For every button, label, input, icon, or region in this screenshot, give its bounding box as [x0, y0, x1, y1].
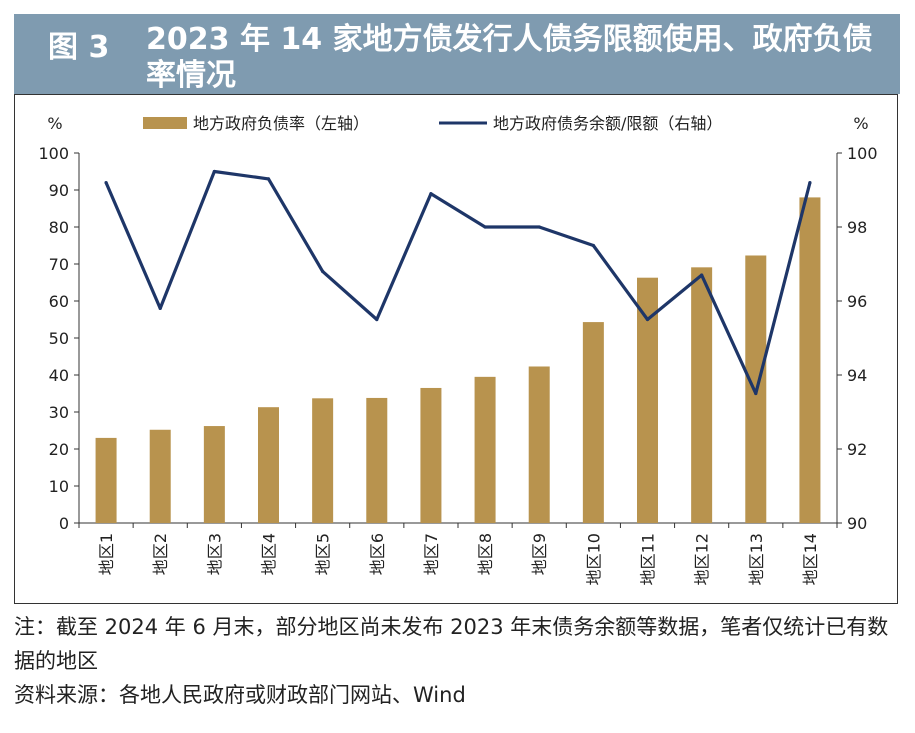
bar	[420, 387, 442, 523]
bar	[95, 437, 117, 523]
line-point	[808, 181, 812, 185]
x-tick-label: 地区3	[205, 533, 224, 575]
left-axis-unit: %	[47, 114, 62, 133]
x-tick-label: 地区5	[314, 533, 333, 575]
bar	[691, 267, 713, 523]
legend-bar-label: 地方政府负债率（左轴）	[193, 114, 369, 133]
left-tick-label: 50	[49, 329, 69, 348]
line-point	[700, 273, 704, 277]
source-note: 资料来源：各地人民政府或财政部门网站、Wind	[14, 683, 466, 707]
line-point	[321, 269, 325, 273]
bar	[203, 426, 225, 523]
line-point	[754, 391, 758, 396]
x-tick-label: 地区10	[584, 533, 603, 585]
footnote: 注：截至 2024 年 6 月末，部分地区尚未发布 2023 年末债务余额等数据…	[14, 615, 889, 673]
right-tick-label: 98	[847, 218, 867, 237]
left-tick-label: 60	[49, 292, 69, 311]
right-tick-label: 100	[847, 144, 878, 163]
line-point	[645, 317, 650, 322]
right-tick-label: 92	[847, 440, 867, 459]
bar	[366, 397, 388, 523]
bar	[582, 322, 604, 523]
line-point	[483, 225, 487, 229]
line-point	[375, 317, 379, 322]
line-point	[212, 169, 216, 174]
x-tick-label: 地区1	[97, 533, 116, 575]
chart-frame: 0 10 20 30 40 50 60 70 80 90 100 90 92 94 96 98 100%% 地方政…	[14, 94, 898, 604]
left-tick-label: 80	[49, 218, 69, 237]
x-tick-label: 地区11	[639, 533, 658, 585]
line-point	[429, 192, 433, 196]
line-series	[104, 169, 812, 396]
right-tick-label: 90	[847, 514, 867, 533]
line-point	[537, 225, 541, 229]
bar	[312, 398, 334, 523]
x-tick-label: 地区4	[260, 533, 279, 575]
figure-number: 图 3	[48, 30, 110, 65]
line-point	[266, 177, 271, 181]
bar	[637, 277, 658, 523]
bar	[528, 366, 550, 523]
left-tick-label: 30	[49, 403, 69, 422]
left-tick-label: 100	[38, 144, 69, 163]
left-tick-label: 10	[49, 477, 69, 496]
bar	[258, 407, 279, 523]
bar	[474, 376, 496, 523]
bar	[149, 429, 171, 523]
x-tick-label: 地区13	[747, 533, 766, 585]
x-tick-label: 地区6	[368, 533, 387, 575]
left-tick-label: 90	[49, 181, 69, 200]
x-tick-label: 地区14	[801, 533, 820, 585]
x-tick-label: 地区7	[422, 533, 441, 575]
x-tick-label: 地区9	[530, 533, 549, 575]
line-point	[158, 306, 162, 310]
x-tick-label: 地区8	[476, 533, 495, 575]
left-tick-label: 20	[49, 440, 69, 459]
title-bar: 图 3 2023 年 14 家地方债发行人债务限额使用、政府负债率情况	[14, 14, 900, 94]
right-axis-unit: %	[853, 114, 868, 133]
x-tick-label: 地区12	[693, 533, 712, 585]
right-tick-label: 96	[847, 292, 867, 311]
x-tick-label: 地区2	[151, 533, 170, 575]
left-tick-label: 70	[49, 255, 69, 274]
line-point	[591, 243, 595, 248]
bar	[799, 197, 821, 523]
left-tick-label: 0	[59, 514, 69, 533]
line-point	[104, 181, 108, 185]
right-tick-label: 94	[847, 366, 867, 385]
left-tick-label: 40	[49, 366, 69, 385]
legend-bar-swatch	[143, 117, 187, 129]
chart: 0 10 20 30 40 50 60 70 80 90 100 90 92 94 96 98 100% % 地方政…	[38, 114, 878, 585]
legend-line-label: 地方政府债务余额/限额（右轴）	[493, 114, 722, 133]
chart-title: 2023 年 14 家地方债发行人债务限额使用、政府负债率情况	[146, 22, 873, 93]
